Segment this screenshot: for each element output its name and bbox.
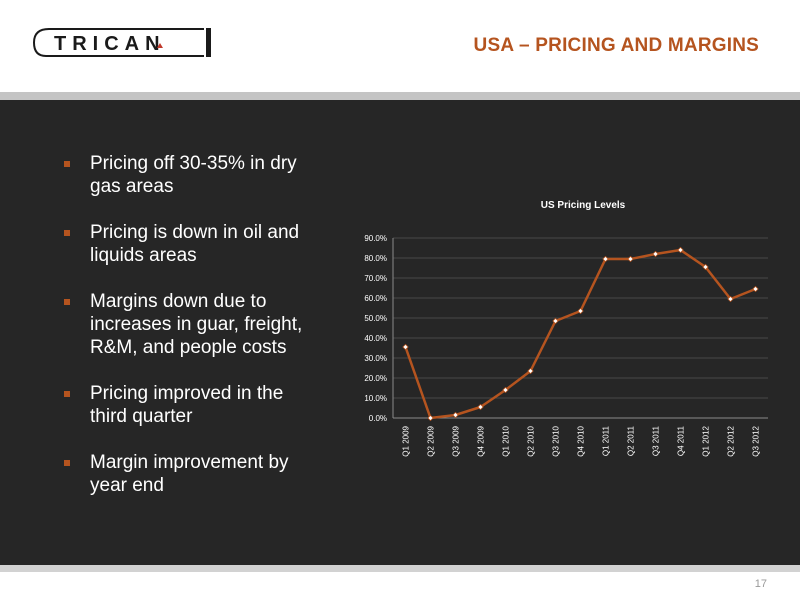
page-number: 17 — [754, 578, 767, 590]
x-tick-label: Q4 2010 — [577, 425, 586, 456]
bullet-item: Pricing improved in the third quarter — [60, 382, 320, 428]
y-axis: 0.0% 10.0% 20.0% 30.0% 40.0% 50.0% 60.0% 70.0% 8… — [364, 234, 394, 423]
x-tick-label: Q2 2010 — [527, 425, 536, 456]
data-point — [602, 255, 609, 263]
bullet-square-icon — [64, 299, 70, 305]
y-tick-label: 70.0% — [364, 274, 387, 283]
x-tick-label: Q3 2012 — [752, 425, 761, 456]
bullet-item: Margins down due to increases in guar, f… — [60, 290, 320, 359]
x-tick-label: Q2 2011 — [627, 425, 636, 456]
chart-grid — [393, 237, 768, 399]
data-point — [677, 246, 684, 254]
x-tick-label: Q2 2009 — [427, 425, 436, 456]
y-tick-label: 0.0% — [369, 414, 387, 423]
logo-text: TRICAN — [54, 33, 166, 55]
data-point — [427, 414, 434, 422]
y-tick-label: 40.0% — [364, 334, 387, 343]
y-tick-label: 60.0% — [364, 294, 387, 303]
y-tick-label: 50.0% — [364, 314, 387, 323]
data-point — [402, 343, 409, 351]
data-point — [527, 367, 534, 375]
data-point — [652, 250, 659, 258]
x-axis: Q1 2009 Q2 2009 Q3 2009 Q4 2009 Q1 2010 Q2 20… — [393, 417, 768, 457]
y-tick-label: 20.0% — [364, 374, 387, 383]
y-tick-label: 30.0% — [364, 354, 387, 363]
chart-title: US Pricing Levels — [541, 200, 626, 211]
us-pricing-line-chart: US Pricing Levels 0.0% 10.0% 20.0% 30.0% 40.… — [364, 200, 768, 457]
x-tick-label: Q3 2009 — [452, 425, 461, 456]
bullet-item: Pricing is down in oil and liquids areas — [60, 221, 320, 267]
bullet-square-icon — [64, 161, 70, 167]
x-tick-label: Q1 2011 — [602, 425, 611, 456]
pricing-series — [402, 246, 759, 422]
content-panel — [0, 100, 800, 565]
data-point — [627, 255, 634, 263]
bullet-text: Pricing is down in oil and liquids areas — [90, 222, 300, 266]
x-tick-label: Q4 2011 — [677, 425, 686, 456]
data-point — [477, 403, 484, 411]
data-point — [452, 411, 459, 419]
y-tick-label: 10.0% — [364, 394, 387, 403]
x-tick-label: Q2 2012 — [727, 425, 736, 456]
bullet-list: Pricing off 30-35% in dry gas areas Pric… — [60, 152, 320, 520]
data-point — [552, 317, 559, 325]
series-line — [404, 248, 756, 420]
x-tick-label: Q1 2010 — [502, 425, 511, 456]
data-point — [727, 295, 734, 303]
x-tick-label: Q1 2009 — [402, 425, 411, 456]
slide-title: USA – PRICING AND MARGINS — [473, 35, 759, 56]
data-point — [577, 307, 584, 315]
data-point — [502, 386, 509, 394]
bullet-text: Pricing off 30-35% in dry gas areas — [90, 153, 297, 197]
logo-swoosh — [32, 28, 204, 57]
bullet-text: Margins down due to increases in guar, f… — [90, 291, 303, 358]
bullet-text: Margin improvement by year end — [90, 452, 289, 496]
bullet-item: Margin improvement by year end — [60, 451, 320, 497]
x-tick-label: Q4 2009 — [477, 425, 486, 456]
trican-logo: TRICAN — [32, 28, 211, 57]
bullet-item: Pricing off 30-35% in dry gas areas — [60, 152, 320, 198]
bullet-square-icon — [64, 230, 70, 236]
x-tick-label: Q3 2011 — [652, 425, 661, 456]
bullet-text: Pricing improved in the third quarter — [90, 383, 284, 427]
logo-a-accent — [157, 43, 163, 48]
y-tick-label: 90.0% — [364, 234, 387, 243]
data-point — [702, 263, 709, 271]
footer-band — [0, 565, 800, 572]
bullet-square-icon — [64, 460, 70, 466]
logo-end-bar — [206, 28, 211, 57]
header: TRICAN USA – PRICING AND MARGINS — [0, 0, 800, 92]
x-tick-label: Q1 2012 — [702, 425, 711, 456]
data-point — [752, 285, 759, 293]
x-tick-label: Q3 2010 — [552, 425, 561, 456]
header-divider-band — [0, 92, 800, 100]
y-tick-label: 80.0% — [364, 254, 387, 263]
bullet-square-icon — [64, 391, 70, 397]
